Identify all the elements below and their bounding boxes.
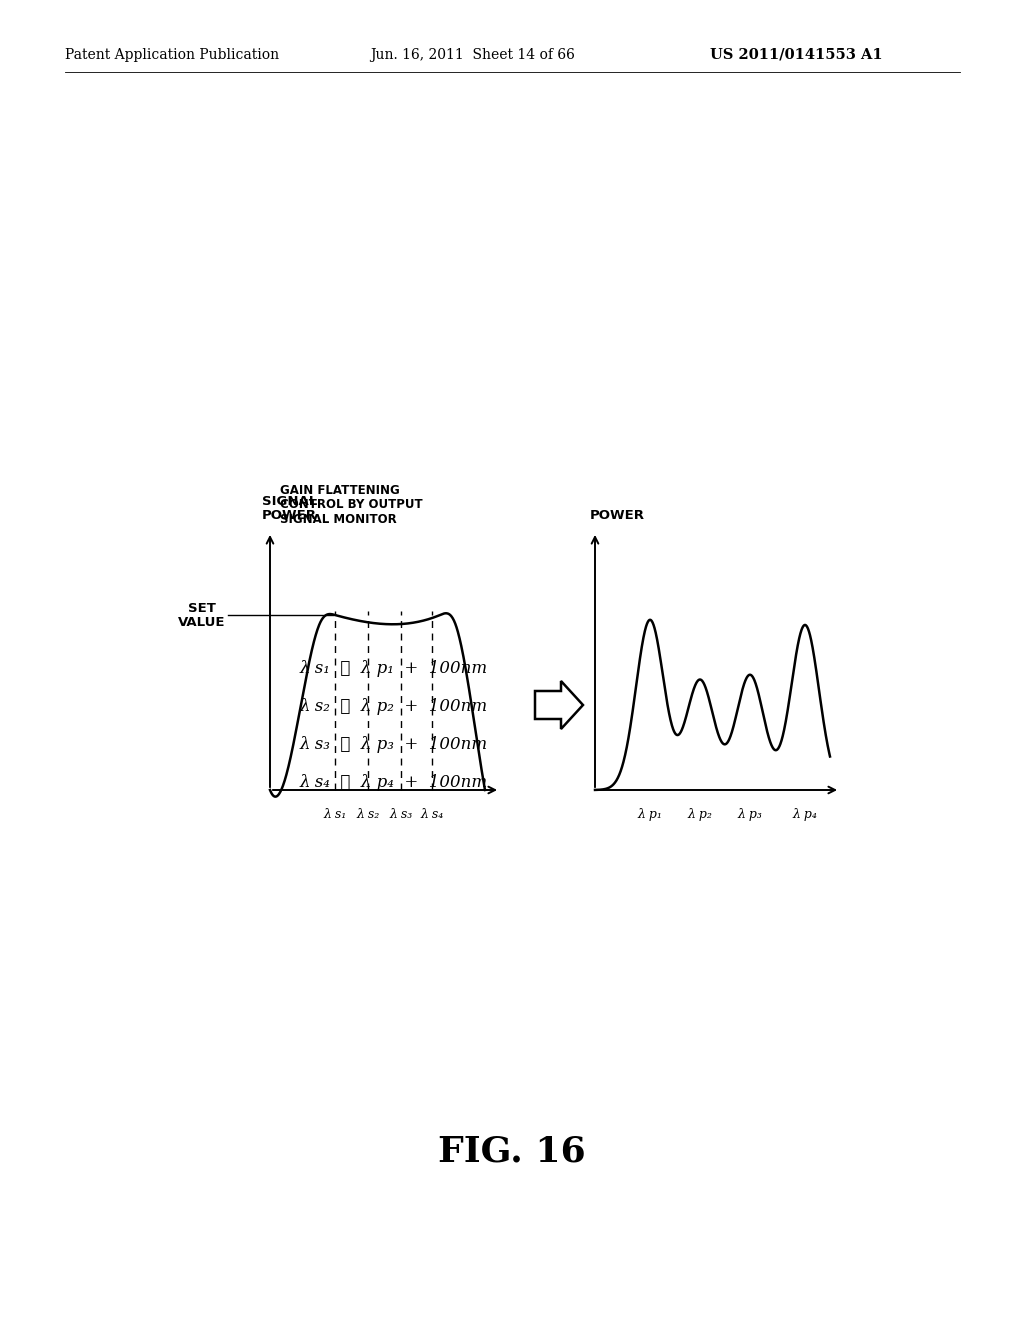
Text: FIG. 16: FIG. 16 — [438, 1135, 586, 1170]
Text: Jun. 16, 2011  Sheet 14 of 66: Jun. 16, 2011 Sheet 14 of 66 — [370, 48, 574, 62]
Text: λ s₃: λ s₃ — [389, 808, 413, 821]
Text: λ p₁: λ p₁ — [638, 808, 663, 821]
Text: POWER: POWER — [590, 510, 645, 521]
Text: λ p₂: λ p₂ — [687, 808, 713, 821]
Text: SIGNAL
POWER: SIGNAL POWER — [262, 495, 317, 521]
Text: SET
VALUE: SET VALUE — [178, 602, 225, 628]
Text: λ p₄: λ p₄ — [793, 808, 817, 821]
Text: λ s₄: λ s₄ — [421, 808, 443, 821]
Polygon shape — [535, 681, 583, 729]
Text: λ s₁: λ s₁ — [324, 808, 347, 821]
Text: λ s₄  ≅  λ p₄  +  100nm: λ s₄ ≅ λ p₄ + 100nm — [300, 774, 488, 791]
Text: GAIN FLATTENING
CONTROL BY OUTPUT
SIGNAL MONITOR: GAIN FLATTENING CONTROL BY OUTPUT SIGNAL… — [280, 484, 423, 525]
Text: λ s₁  ≅  λ p₁  +  100nm: λ s₁ ≅ λ p₁ + 100nm — [300, 660, 488, 677]
Text: λ s₃  ≅  λ p₃  +  100nm: λ s₃ ≅ λ p₃ + 100nm — [300, 737, 488, 752]
Text: λ p₃: λ p₃ — [737, 808, 763, 821]
Text: λ s₂  ≅  λ p₂  +  100nm: λ s₂ ≅ λ p₂ + 100nm — [300, 698, 488, 715]
Text: λ s₂: λ s₂ — [356, 808, 380, 821]
Text: US 2011/0141553 A1: US 2011/0141553 A1 — [710, 48, 883, 62]
Text: Patent Application Publication: Patent Application Publication — [65, 48, 280, 62]
